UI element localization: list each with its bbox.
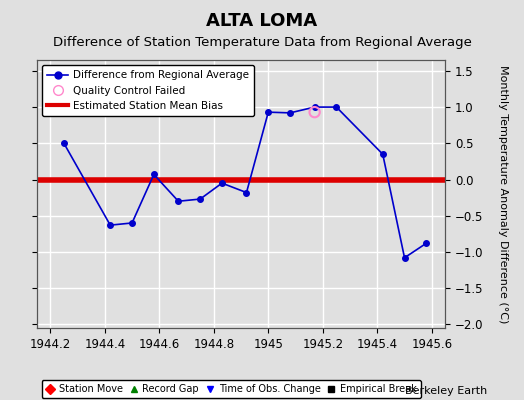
Text: Berkeley Earth: Berkeley Earth [405, 386, 487, 396]
Text: Difference of Station Temperature Data from Regional Average: Difference of Station Temperature Data f… [52, 36, 472, 49]
Y-axis label: Monthly Temperature Anomaly Difference (°C): Monthly Temperature Anomaly Difference (… [497, 65, 508, 323]
Point [310, 109, 319, 115]
Text: ALTA LOMA: ALTA LOMA [206, 12, 318, 30]
Legend: Station Move, Record Gap, Time of Obs. Change, Empirical Break: Station Move, Record Gap, Time of Obs. C… [41, 380, 421, 398]
